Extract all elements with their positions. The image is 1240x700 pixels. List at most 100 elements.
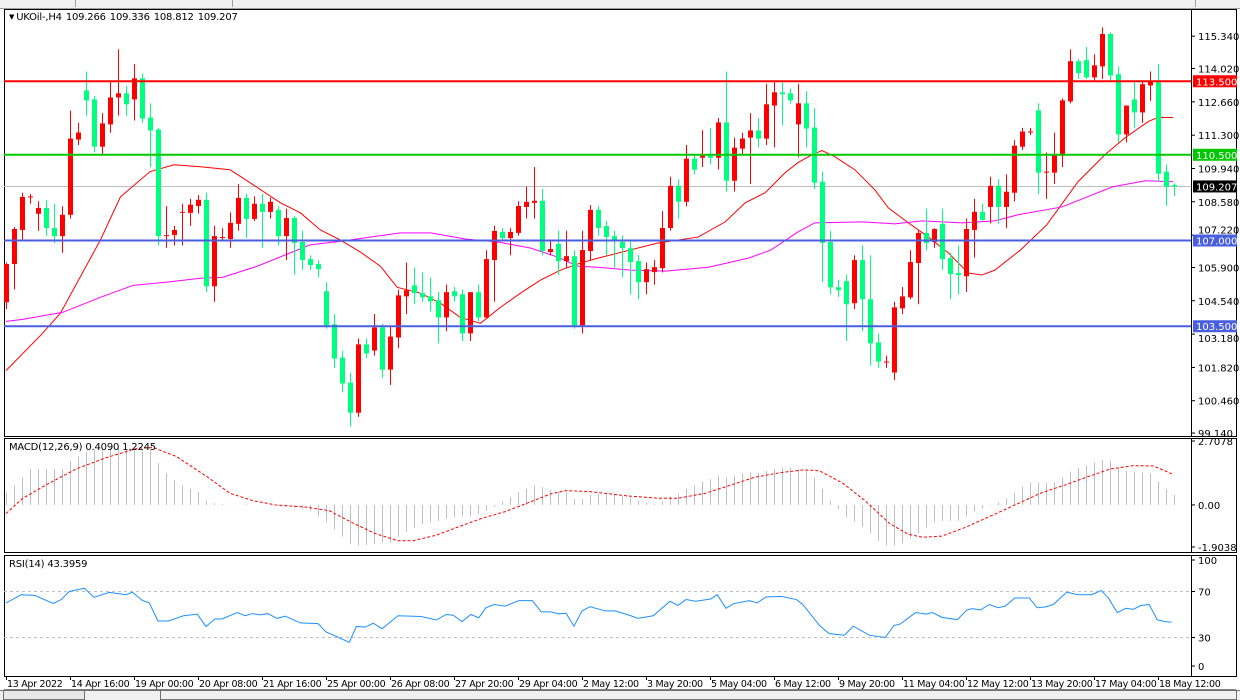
candle [772,81,777,148]
time-tick-label: 11 May 04:00 [903,679,965,690]
candle [932,228,937,248]
candle-body [1084,60,1089,78]
candle-body [420,293,425,298]
candle [1140,81,1145,123]
candle [268,197,273,219]
price-tick-label: 111.300 [1198,131,1239,142]
candle [444,284,449,332]
candle-body [1116,74,1121,135]
candle [332,314,337,368]
candle [292,216,297,275]
candle [428,277,433,312]
candle-body [396,295,401,338]
candle-body [108,97,113,125]
toolbar-divider [75,0,76,7]
candle [60,206,65,253]
candle [516,201,521,236]
candle [92,95,97,153]
level-price-label: 103.500 [1196,322,1237,333]
price-tick-label: 104.540 [1198,297,1239,308]
candle [1044,152,1049,199]
candle-body [244,197,249,219]
triangle-down-icon[interactable]: ▼ [9,13,15,21]
candle [148,103,153,168]
candle-body [684,158,689,202]
candle-body [412,285,417,294]
candle [508,228,513,256]
candle [196,195,201,214]
candle-body [572,256,577,326]
price-tick-label: 107.220 [1198,226,1239,237]
candle [156,127,161,246]
time-tick-label: 21 Apr 16:00 [263,679,322,690]
candle-body [924,232,929,243]
candle-body [180,211,185,213]
candle [1132,81,1137,128]
candle [892,301,897,381]
candle [1004,174,1009,229]
candle-body [492,230,497,261]
time-tick-label: 17 May 04:00 [1095,679,1157,690]
low-value: 108.812 [153,12,194,23]
candle [1164,164,1169,207]
candle [660,211,665,273]
open-value: 109.266 [65,12,106,23]
candle [1068,49,1073,104]
candle-body [660,228,665,269]
candle-body [148,117,153,131]
candle-body [780,92,785,95]
candle [1012,140,1017,202]
time-tick-label: 20 Apr 08:00 [199,679,258,690]
candle [476,284,481,322]
candle [364,338,369,359]
macd-title: MACD(12,26,9) [9,442,83,453]
candle [1036,103,1041,194]
candle-body [12,228,17,265]
candle-body [1100,33,1105,67]
candle [388,326,393,386]
candle [1172,183,1177,197]
candle [1124,105,1129,143]
candle [220,228,225,241]
candle-body [20,196,25,230]
time-tick-label: 13 May 20:00 [1031,679,1093,690]
candle-body [140,78,145,119]
candle [524,186,529,219]
candle-body [708,155,713,158]
candle [964,218,969,292]
toolbar-divider [232,0,233,7]
candle-body [820,181,825,243]
toolbar-strip [0,0,1240,9]
candle [724,71,729,192]
candle-body [36,207,41,214]
candle-body [1004,191,1009,207]
candle-body [1164,171,1169,187]
candle [580,230,585,334]
macd-tick-label: 2.7078 [1198,437,1233,448]
candle [52,203,57,243]
candle [612,230,617,268]
candle [260,193,265,248]
candle-body [756,130,761,139]
candle-body [1148,81,1153,86]
candle [1028,127,1033,136]
candle [756,118,761,148]
candle-body [260,203,265,212]
macd-main-value: 0.4090 [85,442,120,453]
candle [948,252,953,300]
candle [12,227,17,290]
candle-body [268,201,273,212]
candle [244,193,249,239]
time-tick-label: 12 May 12:00 [967,679,1029,690]
price-tick-label: 99.140 [1198,429,1233,440]
time-tick-label: 26 Apr 08:00 [391,679,450,690]
candle [172,225,177,246]
candle [716,118,721,170]
candle [372,314,377,356]
candle-body [548,249,553,253]
price-tick-label: 114.020 [1198,65,1239,76]
candle-body [476,292,481,318]
candle [228,212,233,248]
candle-body [132,78,137,100]
